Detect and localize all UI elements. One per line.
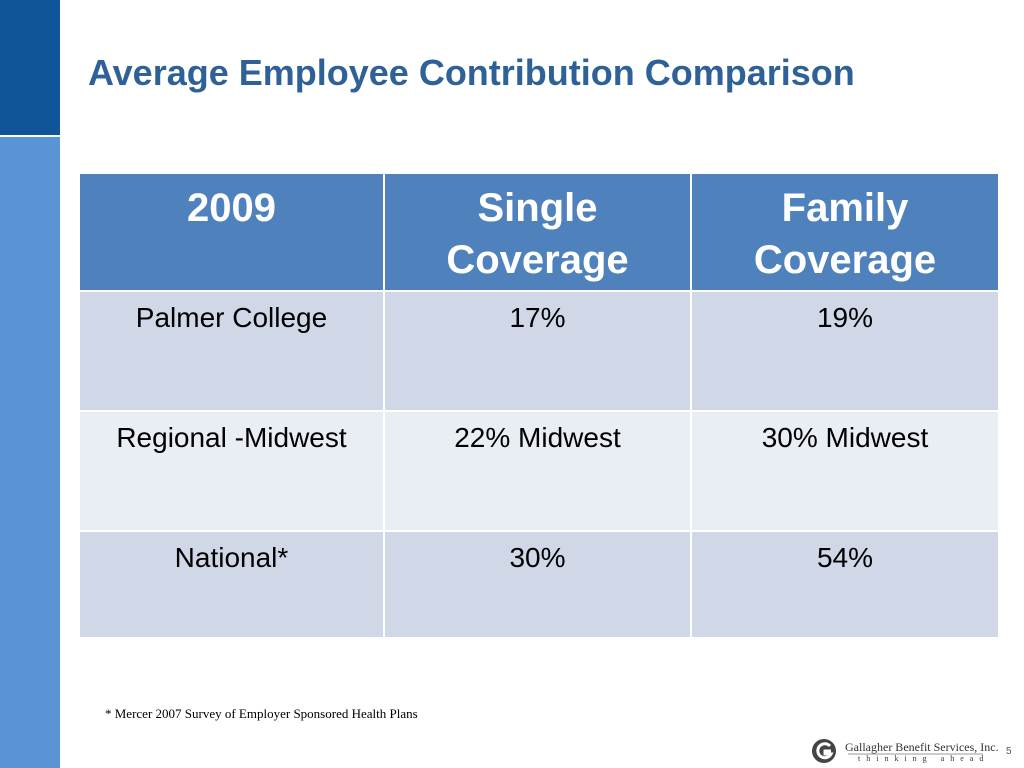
logo-g [816, 742, 834, 760]
company-name: Gallagher Benefit Services, Inc. [845, 740, 999, 754]
tagline: thinking ahead [858, 754, 990, 763]
footnote: * Mercer 2007 Survey of Employer Sponsor… [105, 706, 418, 721]
table-cell: 17% [383, 290, 692, 412]
table-cell: 54% [690, 530, 1000, 639]
table-cell: 22% Midwest [383, 410, 692, 532]
side-bar-light [0, 137, 60, 768]
table-row: Regional -Midwest 22% Midwest 30% Midwes… [78, 410, 1000, 532]
side-bar-dark [0, 0, 60, 135]
table-row: Palmer College 17% 19% [78, 290, 1000, 412]
table-cell: 30% Midwest [690, 410, 1000, 532]
table-cell: Regional -Midwest [78, 410, 385, 532]
header-cell: 2009 [78, 172, 385, 292]
header-row: 2009 Single Coverage Family Coverage [78, 172, 1000, 292]
table-row: National* 30% 54% [78, 530, 1000, 639]
comparison-table: 2009 Single Coverage Family Coverage Pal… [78, 172, 1000, 639]
table-cell: 30% [383, 530, 692, 639]
header-cell: Single Coverage [383, 172, 692, 292]
table-cell: Palmer College [78, 290, 385, 412]
table-cell: National* [78, 530, 385, 639]
page-number: 5 [1006, 746, 1012, 757]
table-cell: 19% [690, 290, 1000, 412]
slide-title: Average Employee Contribution Comparison [88, 52, 855, 93]
header-cell: Family Coverage [690, 172, 1000, 292]
logo-mark [812, 739, 983, 763]
